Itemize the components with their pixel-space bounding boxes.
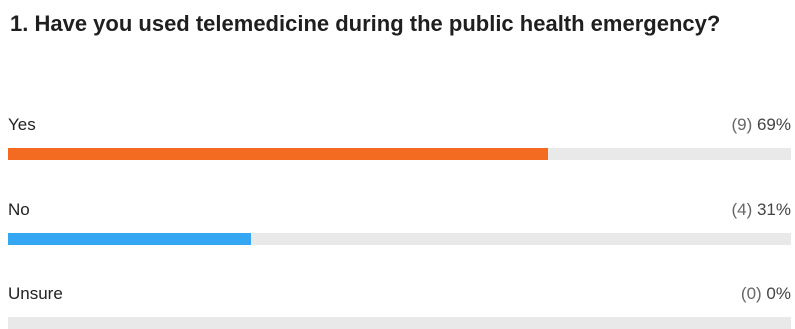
option-percent: 69% <box>756 115 791 134</box>
bar-track <box>8 233 791 245</box>
option-stats: (9) 69% <box>731 115 791 135</box>
option-stats: (4) 31% <box>731 200 791 220</box>
option-label: No <box>8 200 30 219</box>
option-count: (0) <box>740 284 762 303</box>
option-percent: 0% <box>766 284 791 303</box>
bar-track <box>8 317 791 329</box>
option-percent: 31% <box>756 200 791 219</box>
option-label: Yes <box>8 115 36 134</box>
question-title: 1. Have you used telemedicine during the… <box>10 11 721 36</box>
option-label: Unsure <box>8 284 63 303</box>
option-count: (4) <box>731 200 753 219</box>
bar-fill-yes <box>8 148 548 160</box>
option-stats: (0) 0% <box>741 284 791 304</box>
bar-track <box>8 148 791 160</box>
option-count: (9) <box>731 115 753 134</box>
bar-fill-no <box>8 233 251 245</box>
